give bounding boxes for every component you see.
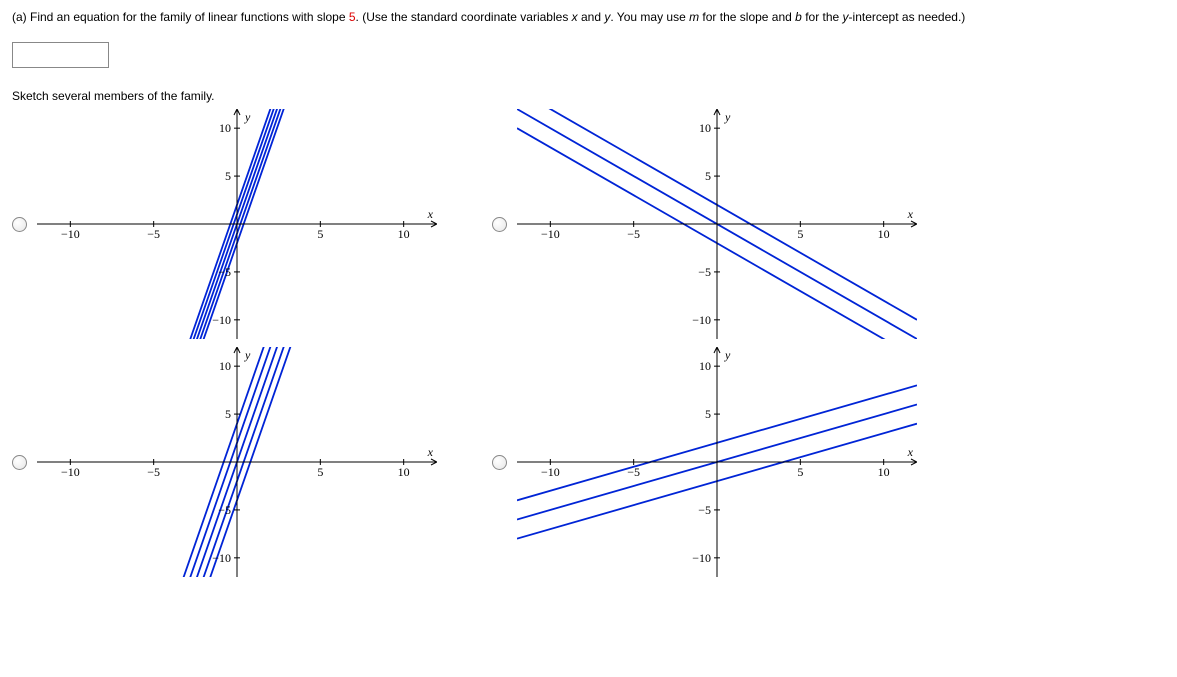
svg-text:y: y — [724, 348, 731, 362]
svg-text:−10: −10 — [692, 313, 711, 327]
svg-text:5: 5 — [225, 169, 231, 183]
svg-text:10: 10 — [699, 359, 711, 373]
svg-text:−5: −5 — [627, 465, 640, 479]
radio-C[interactable] — [12, 455, 27, 470]
svg-text:10: 10 — [699, 121, 711, 135]
option-B: −10 −5 5 10 −10 −5 5 10 x y — [492, 109, 932, 339]
q-s2: . You may use — [610, 10, 689, 24]
graph-B: −10 −5 5 10 −10 −5 5 10 x y — [517, 109, 917, 339]
radio-A[interactable] — [12, 217, 27, 232]
svg-text:10: 10 — [398, 227, 410, 241]
q-s3: for the — [802, 10, 843, 24]
graph-A: −10 −5 5 10 −10 −5 5 10 x y — [37, 109, 437, 339]
svg-text:−10: −10 — [61, 465, 80, 479]
svg-text:5: 5 — [225, 407, 231, 421]
svg-text:−10: −10 — [61, 227, 80, 241]
equation-input[interactable] — [12, 42, 109, 68]
option-C: −10 −5 5 10 −10 −5 5 10 x y — [12, 347, 452, 577]
svg-text:5: 5 — [705, 407, 711, 421]
svg-text:y: y — [244, 348, 251, 362]
svg-text:5: 5 — [705, 169, 711, 183]
svg-text:5: 5 — [317, 227, 323, 241]
q-b: b — [795, 10, 802, 24]
svg-text:−10: −10 — [541, 465, 560, 479]
question-text: (a) Find an equation for the family of l… — [12, 8, 1165, 26]
q-m: m — [689, 10, 699, 24]
q-s4: -intercept as needed.) — [849, 10, 966, 24]
q-m1: and — [578, 10, 605, 24]
svg-text:−5: −5 — [698, 503, 711, 517]
svg-text:y: y — [244, 110, 251, 124]
q-prefix: (a) Find an equation for the family of l… — [12, 10, 349, 24]
svg-text:−5: −5 — [627, 227, 640, 241]
svg-text:10: 10 — [878, 465, 890, 479]
svg-text:10: 10 — [219, 121, 231, 135]
graph-options: −10 −5 5 10 −10 −5 5 10 x y −10 −5 5 10 −10 −5 5 10 x y −1… — [12, 109, 932, 577]
svg-text:−10: −10 — [212, 313, 231, 327]
sketch-prompt: Sketch several members of the family. — [12, 89, 1165, 103]
svg-text:5: 5 — [797, 227, 803, 241]
q-m2: for the slope and — [699, 10, 795, 24]
svg-text:10: 10 — [878, 227, 890, 241]
option-D: −10 −5 5 10 −10 −5 5 10 x y — [492, 347, 932, 577]
svg-text:−5: −5 — [147, 465, 160, 479]
radio-D[interactable] — [492, 455, 507, 470]
svg-text:y: y — [724, 110, 731, 124]
svg-text:10: 10 — [219, 359, 231, 373]
svg-text:−10: −10 — [212, 551, 231, 565]
svg-text:10: 10 — [398, 465, 410, 479]
svg-text:−5: −5 — [147, 227, 160, 241]
svg-text:x: x — [907, 207, 914, 221]
svg-text:5: 5 — [797, 465, 803, 479]
q-slope: 5 — [349, 10, 356, 24]
graph-D: −10 −5 5 10 −10 −5 5 10 x y — [517, 347, 917, 577]
svg-text:−5: −5 — [218, 265, 231, 279]
svg-text:5: 5 — [317, 465, 323, 479]
svg-text:x: x — [427, 445, 434, 459]
svg-text:−10: −10 — [692, 551, 711, 565]
radio-B[interactable] — [492, 217, 507, 232]
q-s1: . (Use the standard coordinate variables — [356, 10, 572, 24]
graph-C: −10 −5 5 10 −10 −5 5 10 x y — [37, 347, 437, 577]
svg-text:x: x — [427, 207, 434, 221]
svg-text:x: x — [907, 445, 914, 459]
svg-text:−10: −10 — [541, 227, 560, 241]
option-A: −10 −5 5 10 −10 −5 5 10 x y — [12, 109, 452, 339]
svg-text:−5: −5 — [218, 503, 231, 517]
svg-text:−5: −5 — [698, 265, 711, 279]
